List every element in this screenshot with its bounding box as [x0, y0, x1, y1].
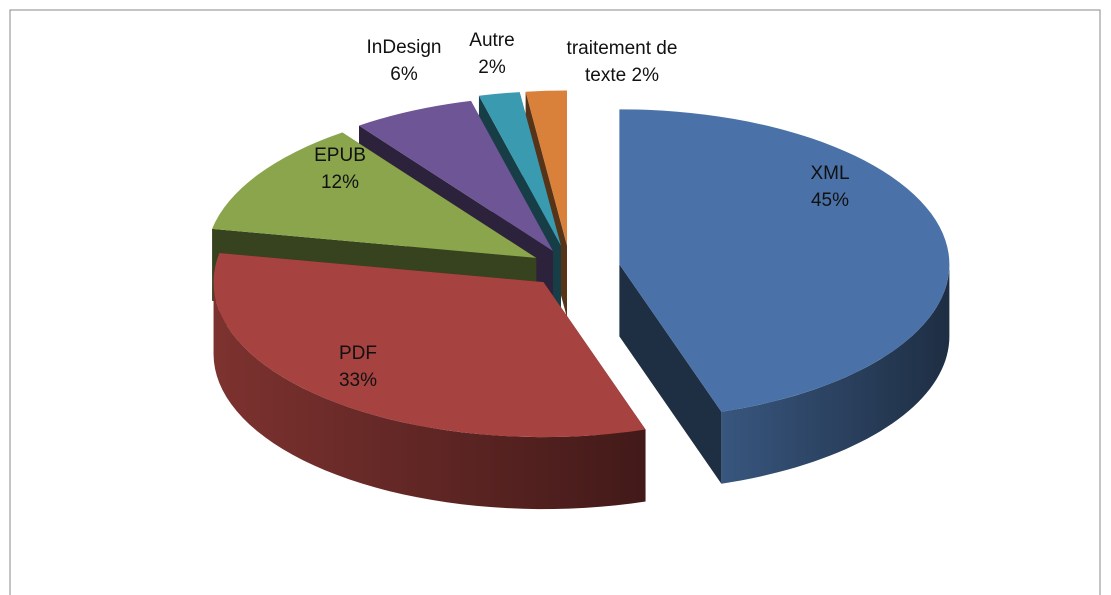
category-label: InDesign	[366, 37, 442, 58]
data-label: Autre 2%	[392, 27, 592, 81]
value-label: 12%	[320, 172, 360, 193]
value-label: 33%	[338, 370, 378, 391]
value-label: 2%	[631, 65, 659, 86]
data-label: InDesign 6%	[304, 34, 504, 88]
pie-slice	[213, 253, 646, 438]
slice-side	[619, 264, 722, 484]
category-label: PDF	[339, 343, 377, 364]
category-label: traitement de texte	[566, 38, 678, 86]
value-label: 2%	[478, 57, 506, 78]
pie-slice	[478, 92, 562, 246]
value-label: 45%	[810, 190, 850, 211]
slice-wall	[213, 282, 646, 510]
data-label: EPUB 12%	[240, 142, 440, 196]
pie-slice	[525, 90, 567, 246]
pie-slice	[358, 100, 553, 252]
chart-frame	[9, 9, 1101, 595]
category-label: Autre	[469, 30, 515, 51]
slice-wall	[721, 264, 950, 484]
data-label: PDF 33%	[258, 340, 458, 394]
pie-slice	[212, 132, 537, 258]
category-label: XML	[810, 163, 850, 184]
value-label: 6%	[390, 64, 418, 85]
data-label: traitement de texte 2%	[547, 35, 697, 89]
data-label: XML 45%	[730, 160, 930, 214]
pie-slice	[619, 109, 950, 412]
category-label: EPUB	[314, 145, 366, 166]
